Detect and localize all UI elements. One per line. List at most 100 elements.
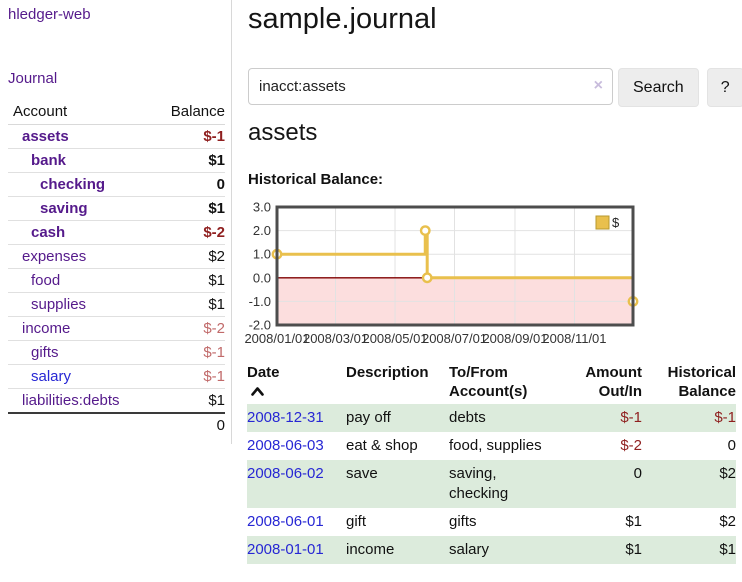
transaction-balance: $2 (719, 513, 736, 530)
transaction-date-link[interactable]: 2008-01-01 (247, 541, 324, 558)
clear-search-icon[interactable]: × (593, 77, 603, 94)
account-balance: $1 (154, 196, 225, 221)
account-link[interactable]: gifts (31, 344, 59, 361)
x-axis-tick-label: 2008/09/01 (482, 331, 547, 346)
y-axis-tick-label: 1.0 (253, 247, 271, 262)
transaction-balance: $1 (642, 536, 736, 564)
account-row: expenses $2 (8, 244, 225, 269)
account-balance: $2 (154, 244, 225, 269)
account-row: saving $1 (8, 196, 225, 221)
transaction-amount: $-1 (547, 404, 642, 432)
y-axis-tick-label: -2.0 (249, 318, 271, 333)
transaction-amount: 0 (547, 460, 642, 508)
sidebar-item-journal[interactable]: Journal (8, 70, 58, 87)
account-row: liabilities:debts $1 (8, 388, 225, 413)
account-balance: $1 (154, 148, 225, 173)
data-point-marker (421, 272, 433, 284)
x-axis-tick-label: 2008/11/01 (542, 331, 606, 346)
register-row: 2008-01-01 income salary $1 $1 (247, 536, 736, 564)
chart-canvas: 3.0 2.0 1.0 0.0 -1.0 -2.02008/01/012008/03/01… (244, 200, 639, 346)
balance-column-header: Balance (154, 100, 225, 125)
register-row: 2008-12-31 pay off debts $-1 $-1 (247, 404, 736, 432)
transaction-amount: $1 (625, 513, 642, 530)
register-header-row: Date Description To/From Account(s) Amoun… (247, 360, 736, 404)
tofrom-column-header: To/From Account(s) (449, 364, 528, 400)
data-point-marker (419, 225, 431, 237)
transaction-description: pay off (346, 404, 449, 432)
account-row: food $1 (8, 268, 225, 293)
x-axis-tick-label: 2008/05/01 (362, 331, 427, 346)
y-axis-tick-label: 0.0 (253, 270, 271, 285)
transaction-amount: $-2 (620, 437, 642, 454)
account-row: gifts $-1 (8, 340, 225, 365)
account-balance: $-1 (154, 124, 225, 149)
transaction-balance: $-1 (642, 404, 736, 432)
y-axis-tick-label: -1.0 (249, 294, 271, 309)
transaction-date-link[interactable]: 2008-06-02 (247, 465, 324, 482)
transaction-date-link[interactable]: 2008-12-31 (247, 409, 324, 426)
account-row: checking 0 (8, 172, 225, 197)
legend-swatch (595, 215, 610, 230)
historical-balance-column-header: Historical Balance (667, 364, 736, 400)
account-balance: $-2 (154, 220, 225, 245)
account-balance-table: Account Balance assets $-1 bank $1 check… (8, 100, 225, 437)
transaction-date-link[interactable]: 2008-06-03 (247, 437, 324, 454)
sort-ascending-icon[interactable] (251, 383, 346, 402)
account-balance: $1 (154, 292, 225, 317)
account-balance: $1 (154, 268, 225, 293)
x-axis-tick-label: 2008/03/01 (303, 331, 368, 346)
x-axis-tick-label: 2008/07/01 (422, 331, 487, 346)
accounts-total-row: 0 (8, 412, 225, 437)
x-axis-tick-label: 2008/01/01 (244, 331, 309, 346)
app-brand-link[interactable]: hledger-web (8, 6, 91, 23)
legend-label: $ (612, 215, 620, 230)
account-row: supplies $1 (8, 292, 225, 317)
date-column-header[interactable]: Date (247, 360, 346, 404)
transaction-description: gift (346, 513, 367, 530)
register-table: Date Description To/From Account(s) Amoun… (247, 360, 736, 564)
search-form: × Search ? (248, 68, 742, 107)
total-spacer (8, 412, 155, 437)
help-button[interactable]: ? (706, 68, 742, 107)
account-link[interactable]: supplies (31, 296, 87, 313)
transaction-description: save (346, 460, 449, 508)
account-link[interactable]: income (22, 320, 71, 337)
account-link[interactable]: expenses (22, 248, 87, 265)
chart-title: Historical Balance: (248, 171, 384, 188)
account-link[interactable]: cash (31, 224, 66, 241)
transaction-amount: $1 (547, 536, 642, 564)
plot-border (275, 205, 635, 327)
account-balance: 0 (154, 172, 225, 197)
transaction-accounts: salary (449, 536, 547, 564)
account-balance: $-2 (154, 316, 225, 341)
account-link[interactable]: bank (31, 152, 67, 169)
transaction-description: eat & shop (346, 437, 418, 454)
account-link[interactable]: salary (31, 368, 72, 385)
account-row: assets $-1 (8, 124, 225, 149)
account-balance: $-1 (154, 340, 225, 365)
account-link[interactable]: assets (22, 128, 69, 145)
account-row: salary $-1 (8, 364, 225, 389)
accounts-total-value: 0 (154, 412, 225, 437)
transaction-balance: 0 (727, 437, 736, 454)
search-input[interactable] (248, 68, 613, 105)
account-link[interactable]: liabilities:debts (22, 392, 120, 409)
account-link[interactable]: checking (40, 176, 106, 193)
sidebar: hledger-web Journal Account Balance asse… (0, 0, 232, 444)
y-axis-tick-label: 2.0 (253, 223, 271, 238)
amount-column-header: Amount Out/In (585, 364, 642, 400)
account-balance: $-1 (154, 364, 225, 389)
description-column-header: Description (346, 364, 429, 381)
search-button[interactable]: Search (618, 68, 699, 107)
main-content: sample.journal × Search ? assets Histori… (244, 0, 742, 582)
historical-balance-chart: 3.0 2.0 1.0 0.0 -1.0 -2.0 2008/01/01 2008/03/01… (237, 200, 643, 351)
transaction-description: income (346, 536, 449, 564)
account-link[interactable]: saving (40, 200, 88, 217)
transaction-date-link[interactable]: 2008-06-01 (247, 513, 324, 530)
account-row: income $-2 (8, 316, 225, 341)
transaction-accounts: debts (449, 404, 547, 432)
account-table-header: Account Balance (8, 100, 225, 125)
register-row: 2008-06-01 gift gifts $1 $2 (247, 508, 736, 536)
account-link[interactable]: food (31, 272, 61, 289)
page-title: sample.journal (248, 3, 437, 35)
